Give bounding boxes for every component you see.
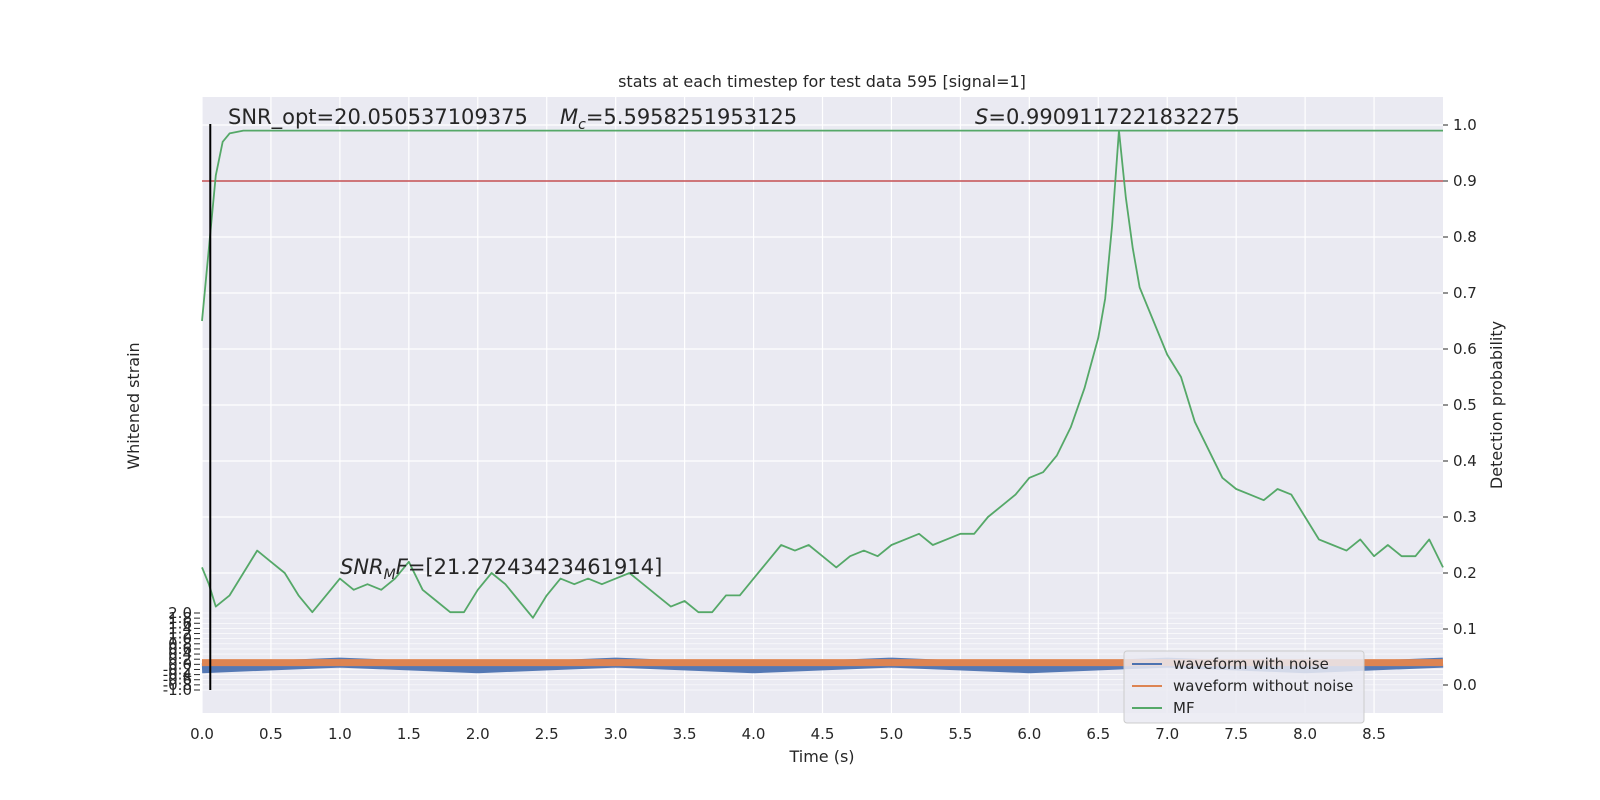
y-axis-label-left: Whitened strain (124, 342, 143, 469)
x-tick-label-5: 2.5 (535, 725, 559, 743)
y-tick-right-label-3: 0.3 (1453, 508, 1477, 526)
x-ticks: 0.0 0.5 1.0 1.5 2.0 2.5 3.0 3.5 4.0 4.5 5.0 5.5 6.0 6… (190, 725, 1386, 743)
legend: waveform with noise waveform without noi… (1123, 650, 1365, 724)
legend-label-waveform-with-noise: waveform with noise (1173, 655, 1329, 673)
y-tick-left-label-0: -1.0 (163, 681, 192, 699)
y-tick-right-label-7: 0.7 (1453, 284, 1477, 302)
y-tick-left-label-15: 2.0 (168, 604, 192, 622)
annotation-s: S=0.9909117221832275 (975, 105, 1240, 129)
x-tick-label-6: 3.0 (604, 725, 628, 743)
x-tick-label-15: 7.5 (1224, 725, 1248, 743)
y-tick-left-label-5: 0.0 (168, 655, 192, 673)
x-tick-label-8: 4.0 (742, 725, 766, 743)
y-tick-left-label-12: 1.4 (168, 619, 192, 637)
chart-title: stats at each timestep for test data 595… (618, 72, 1026, 91)
y-tick-left-label-2: -0.6 (163, 671, 192, 689)
y-axis-label-right: Detection probability (1487, 321, 1506, 489)
x-tick-label-11: 5.5 (948, 725, 972, 743)
y-tick-left-label-11: 1.2 (168, 625, 192, 643)
y-tick-left-label-9: 0.8 (168, 635, 192, 653)
x-tick-label-7: 3.5 (673, 725, 697, 743)
x-tick-label-4: 2.0 (466, 725, 490, 743)
y-tick-right-label-5: 0.5 (1453, 396, 1477, 414)
annotation-snr-mf: SNRMF=[21.27243423461914] (340, 555, 662, 583)
y-tick-left-label-7: 0.4 (168, 645, 192, 663)
y-tick-right-label-2: 0.2 (1453, 564, 1477, 582)
y-tick-left-label-3: -0.4 (163, 666, 192, 684)
y-ticks-right: 0.0 0.1 0.2 0.3 0.4 0.5 0.6 0.7 0.8 0.9 1.0 (1443, 116, 1477, 694)
y-tick-right-label-0: 0.0 (1453, 676, 1477, 694)
y-tick-left-label-6: 0.2 (168, 650, 192, 668)
annotation-mc: Mc=5.5958251953125 (560, 105, 797, 133)
y-tick-right-label-6: 0.6 (1453, 340, 1477, 358)
y-ticks-left: -1.0-0.8-0.6-0.4-0.20.00.20.40.60.81.01.… (163, 604, 200, 699)
y-tick-left-label-8: 0.6 (168, 640, 192, 658)
y-tick-right-label-4: 0.4 (1453, 452, 1477, 470)
x-tick-label-0: 0.0 (190, 725, 214, 743)
y-tick-left-label-1: -0.8 (163, 676, 192, 694)
y-tick-right-label-9: 0.9 (1453, 172, 1477, 190)
y-tick-right-label-1: 0.1 (1453, 620, 1477, 638)
x-tick-label-9: 4.5 (811, 725, 835, 743)
legend-box (1123, 650, 1365, 724)
y-tick-left-label-4: -0.2 (163, 660, 192, 678)
x-tick-label-14: 7.0 (1155, 725, 1179, 743)
x-tick-label-17: 8.5 (1362, 725, 1386, 743)
legend-label-waveform-without-noise: waveform without noise (1173, 677, 1353, 695)
x-tick-label-16: 8.0 (1293, 725, 1317, 743)
y-tick-left-label-10: 1.0 (168, 630, 192, 648)
y-tick-right-label-8: 0.8 (1453, 228, 1477, 246)
x-tick-label-13: 6.5 (1086, 725, 1110, 743)
x-tick-label-1: 0.5 (259, 725, 283, 743)
legend-label-mf: MF (1173, 699, 1195, 717)
x-tick-label-2: 1.0 (328, 725, 352, 743)
y-tick-left-label-14: 1.8 (168, 609, 192, 627)
x-axis-label: Time (s) (788, 747, 854, 766)
y-tick-left-label-13: 1.6 (168, 614, 192, 632)
x-tick-label-12: 6.0 (1017, 725, 1041, 743)
y-tick-right-label-10: 1.0 (1453, 116, 1477, 134)
annotation-snr-opt: SNR_opt=20.050537109375 (228, 105, 528, 130)
x-tick-label-3: 1.5 (397, 725, 421, 743)
x-tick-label-10: 5.0 (880, 725, 904, 743)
